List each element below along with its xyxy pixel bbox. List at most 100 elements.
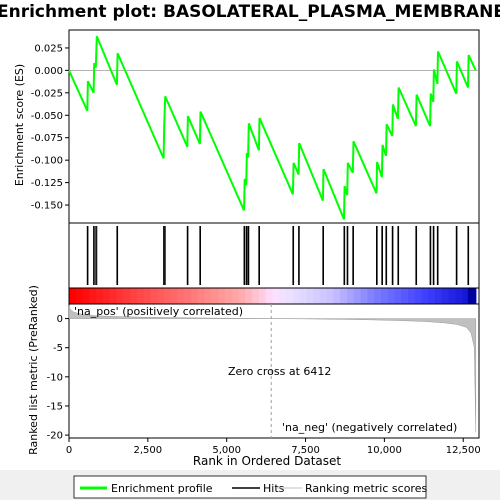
x-tick-label: 0	[66, 445, 72, 456]
color-bar-segment	[102, 288, 111, 304]
neg-label: 'na_neg' (negatively correlated)	[282, 421, 457, 434]
color-bar-segment	[326, 288, 335, 304]
es-axis-title: Enrichment score (ES)	[13, 64, 26, 186]
color-bar-segment	[435, 288, 443, 304]
color-bar-segment	[258, 288, 267, 304]
es-axis: 0.025 0.000 -0.025 -0.050 -0.075 -0.100 -0.125…	[31, 43, 69, 212]
legend-metric-label: Ranking metric scores	[305, 482, 427, 495]
hits-panel	[68, 222, 480, 289]
color-bar-segment	[245, 288, 253, 304]
color-bar-segment	[143, 288, 151, 304]
es-tick-label: -0.075	[31, 133, 63, 144]
es-tick-label: -0.150	[31, 201, 63, 212]
metric-axis: 0 -5 -10 -15 -20	[47, 314, 69, 442]
color-bar-segment	[231, 288, 240, 304]
color-bar-segment	[347, 288, 355, 304]
x-axis: 0 2,500 5,000 7,500 10,000 12,500	[66, 438, 481, 456]
color-bar-segment	[252, 288, 260, 304]
color-bar-segment	[279, 288, 287, 304]
color-bar-segment	[414, 288, 423, 304]
color-bar-segment	[374, 288, 382, 304]
color-bar-segment	[408, 288, 416, 304]
color-bar-segment	[299, 288, 307, 304]
metric-tick-label: -20	[47, 431, 63, 442]
color-bar-segment	[380, 288, 389, 304]
color-bar-segment	[191, 288, 199, 304]
color-bar-segment	[462, 288, 470, 304]
color-bar-segment	[265, 288, 274, 304]
legend-profile-label: Enrichment profile	[111, 482, 213, 495]
color-bar-segment	[170, 288, 179, 304]
color-bar-segment	[428, 288, 436, 304]
legend-hits-label: Hits	[263, 482, 285, 495]
color-bar-segment	[224, 288, 233, 304]
metric-tick-label: -10	[47, 372, 63, 383]
color-bar-segment	[96, 288, 104, 304]
color-bar-segment	[441, 288, 450, 304]
enrichment-profile-line	[68, 35, 477, 220]
rank-color-bar	[68, 287, 480, 305]
x-tick-label: 7,500	[291, 445, 320, 456]
color-bar-segment	[455, 288, 463, 304]
es-tick-label: -0.100	[31, 156, 63, 167]
color-bar-segment	[211, 288, 219, 304]
color-bar-segment	[109, 288, 118, 304]
color-bar-segment	[272, 288, 280, 304]
color-bar-segment	[401, 288, 409, 304]
color-bar-segment	[218, 288, 226, 304]
color-bar-segment	[319, 288, 328, 304]
color-bar-end	[467, 288, 476, 304]
color-bar-segment	[123, 288, 131, 304]
color-bar-segment	[204, 288, 212, 304]
x-tick-label: 5,000	[212, 445, 241, 456]
color-bar-segment	[387, 288, 396, 304]
metric-tick-label: -5	[53, 343, 63, 354]
color-bar-segment	[89, 288, 97, 304]
x-tick-label: 2,500	[134, 445, 163, 456]
color-bar-segment	[75, 288, 84, 304]
zero-cross-label: Zero cross at 6412	[228, 365, 331, 378]
metric-tick-label: 0	[57, 314, 63, 325]
color-bar-segment	[163, 288, 172, 304]
color-bar-segment	[360, 288, 368, 304]
color-bar-segment	[184, 288, 192, 304]
color-bar-segment	[306, 288, 314, 304]
es-tick-label: -0.050	[31, 111, 63, 122]
color-bar-segment	[394, 288, 402, 304]
color-bar-segment	[177, 288, 185, 304]
color-bar-segment	[367, 288, 375, 304]
metric-panel	[68, 303, 480, 439]
color-bar-segment	[82, 288, 90, 304]
color-bar-segment	[313, 288, 321, 304]
pos-label: 'na_pos' (positively correlated)	[74, 305, 243, 318]
color-bar-segment	[285, 288, 294, 304]
x-axis-title: Rank in Ordered Dataset	[193, 454, 341, 468]
color-bar-segment	[69, 288, 77, 304]
x-tick-label: 12,500	[446, 445, 481, 456]
legend-box	[73, 475, 427, 499]
color-bar-segment	[150, 288, 158, 304]
hits-group	[86, 226, 470, 285]
es-panel	[68, 29, 480, 224]
color-bar-segment	[157, 288, 165, 304]
metric-axis-title: Ranked list metric (PreRanked)	[27, 285, 40, 455]
es-tick-label: -0.025	[31, 88, 63, 99]
color-bar-segment	[136, 288, 145, 304]
color-bar-segment	[292, 288, 301, 304]
color-bar-segment	[448, 288, 457, 304]
color-bar-segment	[130, 288, 138, 304]
color-bar-segment	[353, 288, 362, 304]
color-bar-segment	[197, 288, 206, 304]
es-tick-label: 0.025	[34, 43, 63, 54]
ranking-metric-area	[68, 305, 477, 433]
color-bar-segment	[421, 288, 429, 304]
color-bar-segment	[340, 288, 348, 304]
color-bar-segment	[116, 288, 124, 304]
chart-title: Enrichment plot: BASOLATERAL_PLASMA_MEMB…	[0, 2, 500, 22]
color-bar-segment	[333, 288, 341, 304]
color-bar-segment	[238, 288, 246, 304]
es-tick-label: -0.125	[31, 178, 63, 189]
metric-tick-label: -15	[47, 401, 63, 412]
